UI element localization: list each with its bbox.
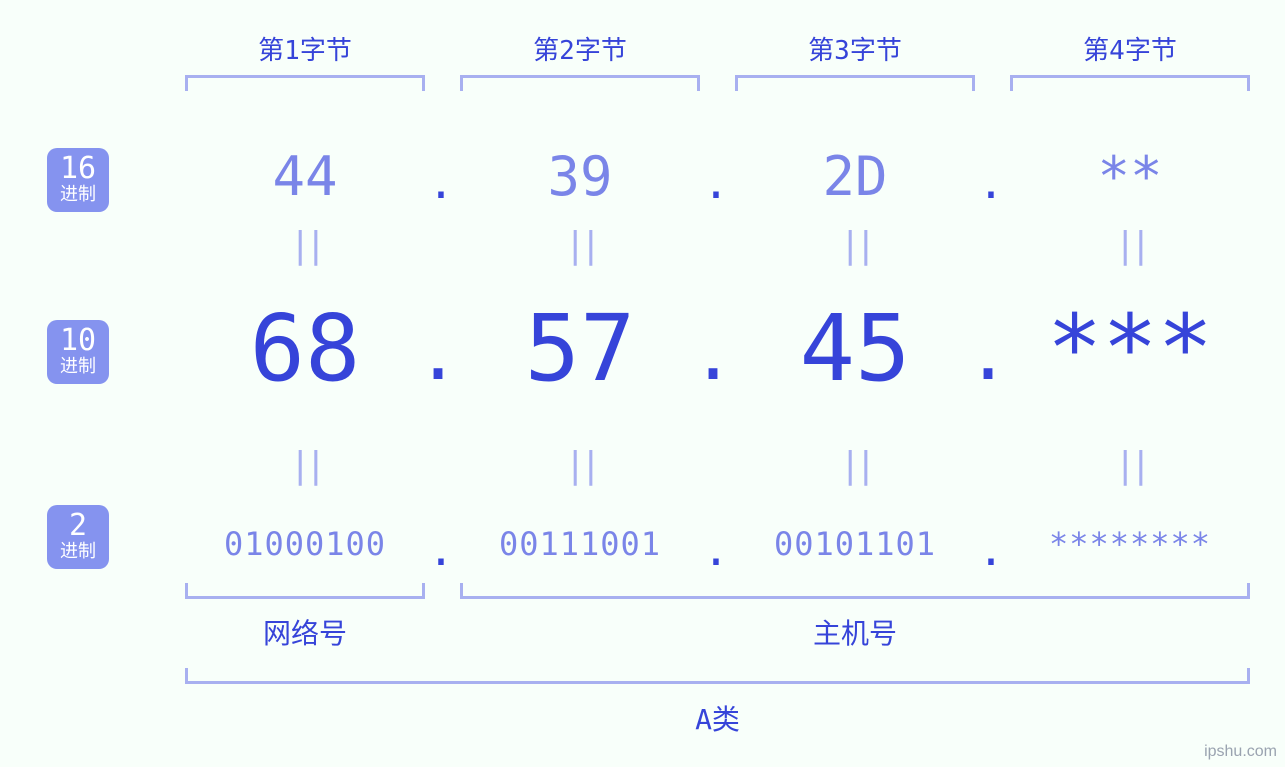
network-bracket bbox=[185, 583, 425, 599]
bin-byte-3: 00101101 bbox=[735, 525, 975, 563]
base-badge-16: 16 进制 bbox=[47, 148, 109, 212]
byte-header-2: 第2字节 bbox=[460, 30, 700, 67]
dec-byte-4: *** bbox=[1010, 295, 1250, 402]
hex-byte-2: 39 bbox=[460, 145, 700, 208]
bin-dot-2: . bbox=[691, 525, 741, 576]
byte-bracket-2 bbox=[460, 75, 700, 91]
equals-icon: || bbox=[185, 225, 425, 266]
dec-dot-2: . bbox=[683, 312, 743, 396]
hex-byte-4: ** bbox=[1010, 145, 1250, 208]
watermark: ipshu.com bbox=[1204, 743, 1277, 761]
base-badge-10: 10 进制 bbox=[47, 320, 109, 384]
byte-bracket-1 bbox=[185, 75, 425, 91]
hex-byte-1: 44 bbox=[185, 145, 425, 208]
byte-bracket-3 bbox=[735, 75, 975, 91]
base-badge-number: 2 bbox=[47, 511, 109, 541]
base-badge-number: 10 bbox=[47, 326, 109, 356]
bin-dot-1: . bbox=[416, 525, 466, 576]
hex-dot-1: . bbox=[416, 158, 466, 209]
base-badge-label: 进制 bbox=[47, 543, 109, 561]
network-label: 网络号 bbox=[185, 612, 425, 652]
class-bracket bbox=[185, 668, 1250, 684]
equals-icon: || bbox=[460, 445, 700, 486]
equals-icon: || bbox=[735, 225, 975, 266]
base-badge-label: 进制 bbox=[47, 186, 109, 204]
equals-icon: || bbox=[185, 445, 425, 486]
byte-bracket-4 bbox=[1010, 75, 1250, 91]
bin-dot-3: . bbox=[966, 525, 1016, 576]
equals-icon: || bbox=[1010, 445, 1250, 486]
dec-byte-2: 57 bbox=[460, 295, 700, 402]
byte-header-3: 第3字节 bbox=[735, 30, 975, 67]
hex-dot-3: . bbox=[966, 158, 1016, 209]
base-badge-number: 16 bbox=[47, 154, 109, 184]
dec-dot-1: . bbox=[408, 312, 468, 396]
host-bracket bbox=[460, 583, 1250, 599]
byte-header-4: 第4字节 bbox=[1010, 30, 1250, 67]
equals-icon: || bbox=[460, 225, 700, 266]
hex-byte-3: 2D bbox=[735, 145, 975, 208]
host-label: 主机号 bbox=[460, 612, 1250, 652]
diagram-root: 16 进制 10 进制 2 进制 第1字节 第2字节 第3字节 第4字节 44 … bbox=[0, 0, 1285, 767]
dec-byte-1: 68 bbox=[185, 295, 425, 402]
hex-dot-2: . bbox=[691, 158, 741, 209]
equals-icon: || bbox=[735, 445, 975, 486]
base-badge-2: 2 进制 bbox=[47, 505, 109, 569]
class-label: A类 bbox=[185, 698, 1250, 738]
byte-header-1: 第1字节 bbox=[185, 30, 425, 67]
bin-byte-2: 00111001 bbox=[460, 525, 700, 563]
dec-byte-3: 45 bbox=[735, 295, 975, 402]
equals-icon: || bbox=[1010, 225, 1250, 266]
bin-byte-4: ******** bbox=[1010, 525, 1250, 563]
bin-byte-1: 01000100 bbox=[185, 525, 425, 563]
dec-dot-3: . bbox=[958, 312, 1018, 396]
base-badge-label: 进制 bbox=[47, 358, 109, 376]
